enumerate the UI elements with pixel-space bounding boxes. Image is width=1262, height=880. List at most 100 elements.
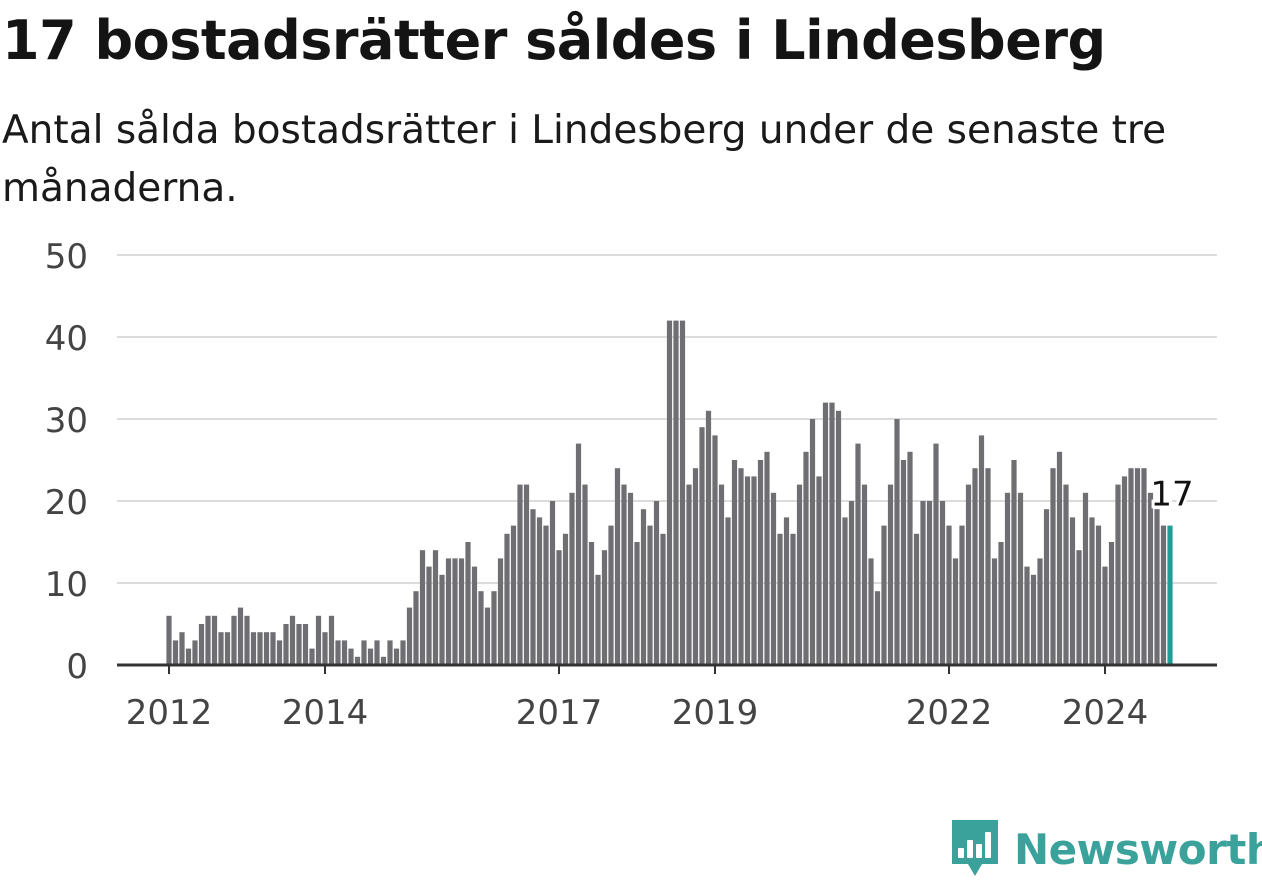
bar [822,402,829,665]
bar [764,451,770,665]
bar [1147,492,1154,665]
bar [1017,492,1024,665]
x-tick-label: 2022 [906,693,993,733]
bar [504,533,510,665]
bar [1102,566,1108,665]
bar [731,460,738,665]
bar [374,640,380,665]
bar [972,468,978,665]
bar [276,640,283,665]
bar [1089,517,1095,665]
bar [978,435,985,665]
bar [907,451,913,665]
bar [413,591,419,665]
y-tick-label: 20 [45,483,88,523]
bar [192,640,198,665]
bar [640,509,647,665]
bar [315,615,322,665]
bar [205,615,211,665]
bar [439,574,445,665]
bar [647,525,653,665]
bar [783,517,790,665]
bar [796,484,803,665]
bar [1108,542,1115,665]
x-axis-ticks: 2012 2014 2017 2019 2022 2024 [126,665,1149,733]
bar [835,410,842,665]
bar [250,632,257,665]
bar [666,320,673,665]
bar [361,640,367,665]
bar [471,566,478,665]
bar [1076,550,1082,665]
bar [575,443,582,665]
bar [556,550,562,665]
bar [1030,574,1037,665]
bar [1011,460,1017,665]
chart-title: 17 bostadsrätter såldes i Lindesberg [2,9,1106,72]
bar [263,632,270,665]
bar [809,419,816,665]
bar [244,615,250,665]
bar [211,615,218,665]
bar [387,640,393,665]
x-tick-label: 2012 [126,693,213,733]
bar [790,533,796,665]
bar [296,624,302,665]
bar [874,591,881,665]
bar [1095,525,1102,665]
bar [218,632,224,665]
bar [712,435,718,665]
bar [445,558,452,665]
bar [309,648,315,665]
bar [491,591,497,665]
bar [1160,525,1167,665]
bar [1037,558,1043,665]
bar [855,443,861,665]
bar [744,476,751,665]
bar [1154,509,1160,665]
bar [328,615,335,665]
y-tick-label: 40 [45,319,88,359]
bar [926,501,933,665]
bar [1141,468,1147,665]
highlight-bar [1167,525,1173,665]
bar [946,525,952,665]
bar [705,410,712,665]
bar [458,558,465,665]
bar [231,615,237,665]
bar [1056,451,1063,665]
bar [432,550,439,665]
bar [1082,492,1089,665]
bar [283,624,289,665]
bar [270,632,276,665]
newsworthy-logo-icon [952,820,998,876]
bar [549,501,556,665]
bar [653,501,660,665]
bar [595,574,601,665]
bar [198,624,205,665]
bar [757,460,764,665]
bar [842,517,848,665]
bar [562,533,569,665]
bar [1134,468,1141,665]
chart-subtitle: Antal sålda bostadsrätter i Lindesberg u… [2,108,1167,211]
bar [367,648,374,665]
y-tick-label: 30 [45,401,88,441]
bar [1121,476,1128,665]
bar [582,484,588,665]
bar [965,484,972,665]
bar [530,509,536,665]
bar [1069,517,1076,665]
bar [341,640,348,665]
bar [1043,509,1050,665]
bar [699,427,705,665]
x-tick-label: 2024 [1062,693,1149,733]
bar [770,492,777,665]
bar [627,492,634,665]
bar [868,558,874,665]
bar [484,607,491,665]
newsworthy-brand: Newsworthy [950,818,1262,880]
bar [1024,566,1030,665]
bar [686,484,692,665]
y-tick-label: 0 [66,647,88,687]
